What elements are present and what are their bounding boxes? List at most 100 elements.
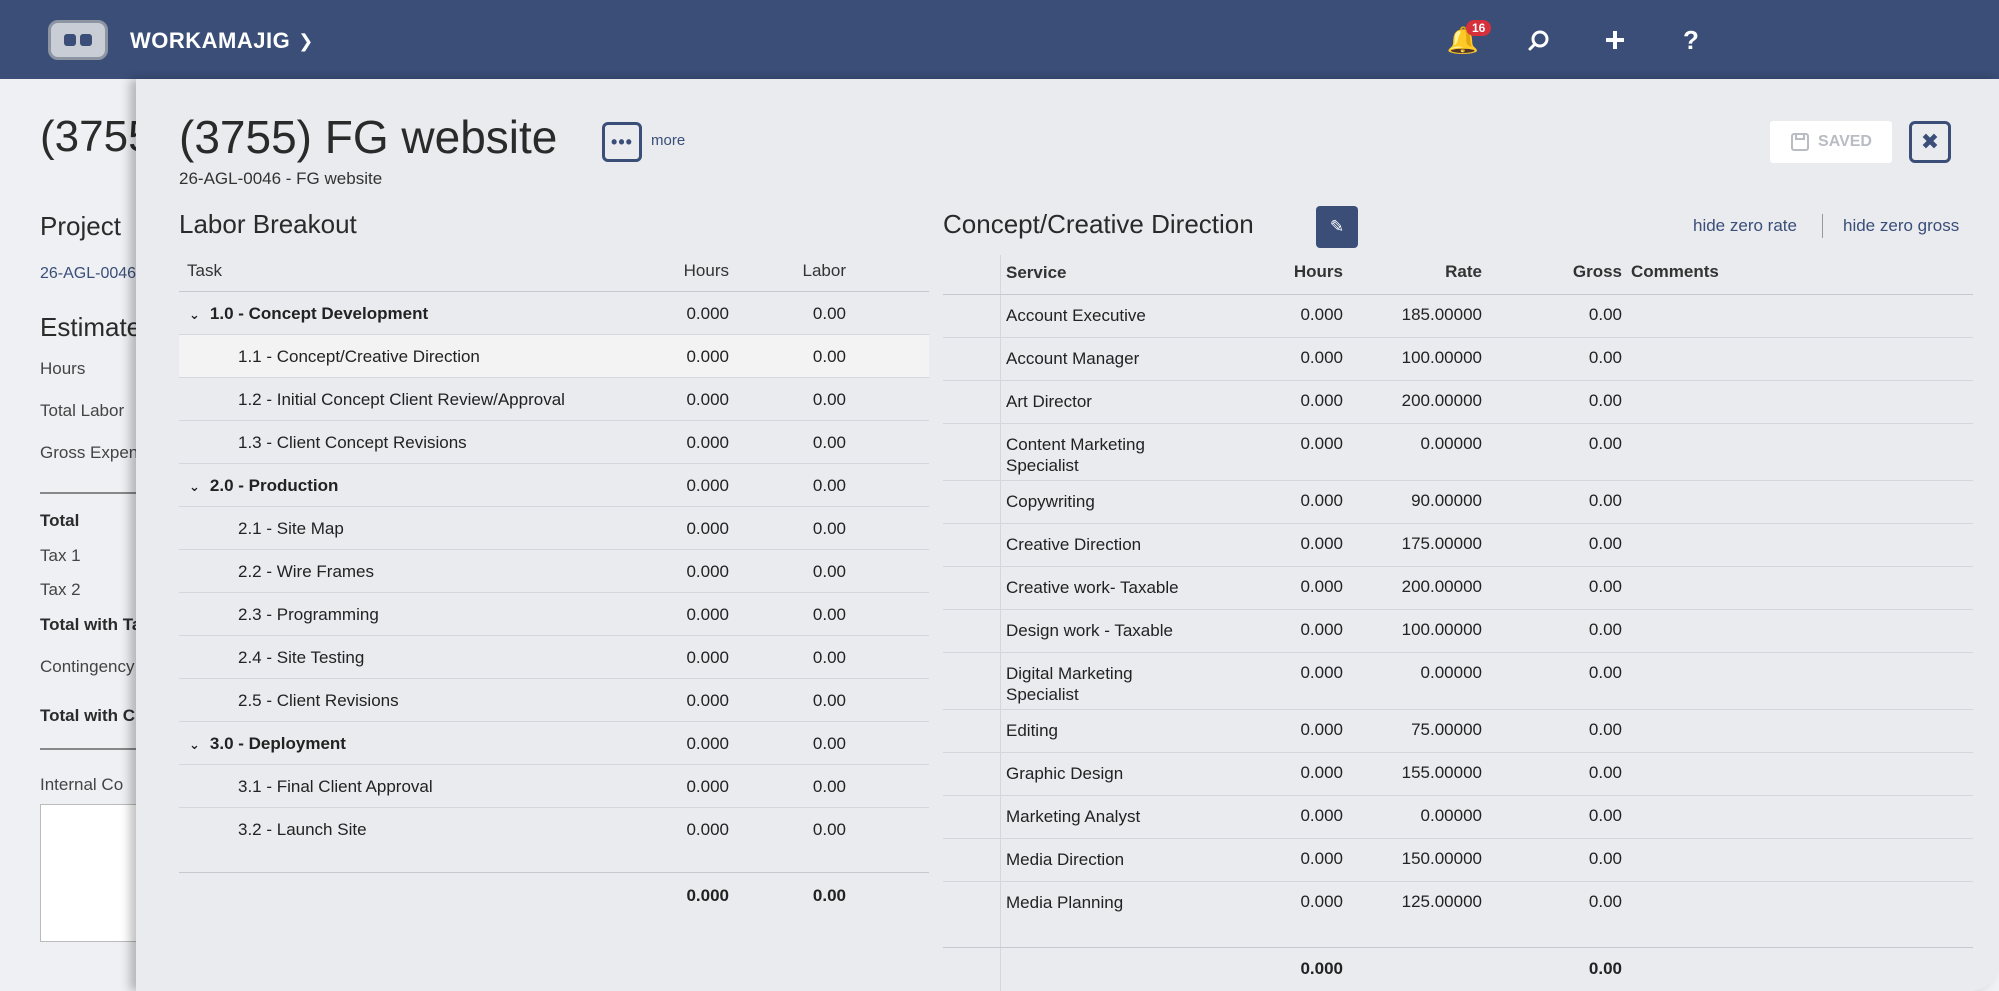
service-hours[interactable]: 0.000 [1300,806,1343,825]
service-hours[interactable]: 0.000 [1300,720,1343,739]
service-rate[interactable]: 200.00000 [1401,577,1482,596]
rate-column-header[interactable]: Rate [1445,262,1482,281]
table-row[interactable]: 1.3 - Client Concept Revisions 0.000 0.0… [179,421,929,464]
task-hours: 0.000 [686,605,729,624]
project-link[interactable]: 26-AGL-0046 [40,265,137,282]
help-icon[interactable]: ? [1683,24,1699,55]
saved-label: SAVED [1818,133,1872,150]
task-column-header[interactable]: Task [187,261,222,280]
table-row[interactable]: Creative work- Taxable 0.000 200.00000 0… [943,567,1973,610]
service-hours[interactable]: 0.000 [1300,305,1343,324]
task-name: 1.2 - Initial Concept Client Review/Appr… [238,390,565,409]
service-hours[interactable]: 0.000 [1300,577,1343,596]
plus-icon[interactable] [1599,24,1631,56]
pencil-icon: ✎ [1329,217,1345,236]
table-row[interactable]: 2.5 - Client Revisions 0.000 0.00 [179,679,929,722]
more-options-button[interactable]: ••• [602,122,642,162]
service-gross: 0.00 [1588,434,1622,453]
table-row[interactable]: 3.1 - Final Client Approval 0.000 0.00 [179,765,929,808]
service-rate[interactable]: 100.00000 [1401,620,1482,639]
service-hours[interactable]: 0.000 [1300,434,1343,453]
tax1-label: Tax 1 [40,546,81,565]
app-logo[interactable] [48,20,108,60]
table-row[interactable]: ⌄ 2.0 - Production 0.000 0.00 [179,464,929,507]
service-rate[interactable]: 185.00000 [1401,305,1482,324]
table-row[interactable]: ⌄ 3.0 - Deployment 0.000 0.00 [179,722,929,765]
gross-column-header[interactable]: Gross [1572,262,1622,281]
task-hours: 0.000 [686,820,729,839]
close-button[interactable]: ✖ [1909,121,1951,163]
hide-zero-gross-link[interactable]: hide zero gross [1843,216,1960,235]
internal-comments-textarea[interactable] [40,804,140,942]
service-hours[interactable]: 0.000 [1300,348,1343,367]
table-row[interactable]: 2.4 - Site Testing 0.000 0.00 [179,636,929,679]
labor-column-header[interactable]: Labor [802,261,846,280]
saved-button[interactable]: SAVED [1770,121,1892,163]
service-hours[interactable]: 0.000 [1300,491,1343,510]
service-rate[interactable]: 200.00000 [1401,391,1482,410]
task-hours: 0.000 [686,433,729,452]
chevron-down-icon[interactable]: ⌄ [189,307,200,322]
service-rate[interactable]: 150.00000 [1401,849,1482,868]
table-row[interactable]: Creative Direction 0.000 175.00000 0.00 [943,524,1973,567]
task-labor: 0.00 [812,691,846,710]
service-hours[interactable]: 0.000 [1300,620,1343,639]
labor-table-header: Task Hours Labor [179,255,929,292]
service-rate[interactable]: 0.00000 [1420,663,1482,682]
table-row[interactable]: ⌄ 1.0 - Concept Development 0.000 0.00 [179,292,929,335]
table-row[interactable]: 2.2 - Wire Frames 0.000 0.00 [179,550,929,593]
table-row[interactable]: Editing 0.000 75.00000 0.00 [943,710,1973,753]
service-totals-row: 0.000 0.00 [943,947,1973,991]
table-row[interactable]: Art Director 0.000 200.00000 0.00 [943,381,1973,424]
service-rate[interactable]: 90.00000 [1411,491,1482,510]
task-name: 1.3 - Client Concept Revisions [238,433,467,452]
table-row[interactable]: Account Manager 0.000 100.00000 0.00 [943,338,1973,381]
save-icon [1791,133,1810,151]
service-hours[interactable]: 0.000 [1300,849,1343,868]
table-row[interactable]: Digital Marketing Specialist 0.000 0.000… [943,653,1973,710]
service-column-header[interactable]: Service [1006,263,1067,282]
chevron-down-icon[interactable]: ⌄ [189,737,200,752]
service-rate[interactable]: 175.00000 [1401,534,1482,553]
table-row[interactable]: Design work - Taxable 0.000 100.00000 0.… [943,610,1973,653]
hide-zero-rate-link[interactable]: hide zero rate [1693,216,1797,235]
edit-button[interactable]: ✎ [1316,206,1358,248]
app-switcher[interactable]: WORKAMAJIG ❯ [130,28,314,54]
service-hours[interactable]: 0.000 [1300,534,1343,553]
table-row[interactable]: Copywriting 0.000 90.00000 0.00 [943,481,1973,524]
table-row[interactable]: 2.3 - Programming 0.000 0.00 [179,593,929,636]
table-row[interactable]: 1.1 - Concept/Creative Direction 0.000 0… [179,335,929,378]
task-hours: 0.000 [686,777,729,796]
service-rate[interactable]: 155.00000 [1401,763,1482,782]
hours-column-header[interactable]: Hours [1293,262,1343,281]
service-hours[interactable]: 0.000 [1300,763,1343,782]
table-row[interactable]: 1.2 - Initial Concept Client Review/Appr… [179,378,929,421]
service-hours[interactable]: 0.000 [1300,391,1343,410]
service-hours[interactable]: 0.000 [1300,663,1343,682]
service-rate[interactable]: 100.00000 [1401,348,1482,367]
service-hours[interactable]: 0.000 [1300,892,1343,911]
chevron-down-icon[interactable]: ⌄ [189,479,200,494]
table-row[interactable]: Content Marketing Specialist 0.000 0.000… [943,424,1973,481]
service-rate[interactable]: 125.00000 [1401,892,1482,911]
table-row[interactable]: Media Direction 0.000 150.00000 0.00 [943,839,1973,882]
comments-column-header[interactable]: Comments [1631,262,1719,281]
service-name: Art Director [1006,392,1092,411]
table-row[interactable]: Media Planning 0.000 125.00000 0.00 [943,882,1973,925]
task-hours: 0.000 [686,390,729,409]
column-divider [1000,255,1001,991]
more-link[interactable]: more [651,132,686,149]
search-icon[interactable] [1523,24,1555,56]
table-row[interactable]: Marketing Analyst 0.000 0.00000 0.00 [943,796,1973,839]
table-row[interactable]: Graphic Design 0.000 155.00000 0.00 [943,753,1973,796]
service-rate[interactable]: 75.00000 [1411,720,1482,739]
service-rate[interactable]: 0.00000 [1420,434,1482,453]
labor-totals-row: 0.000 0.00 [179,872,929,918]
service-rate[interactable]: 0.00000 [1420,806,1482,825]
table-row[interactable]: 3.2 - Launch Site 0.000 0.00 [179,808,929,851]
table-row[interactable]: 2.1 - Site Map 0.000 0.00 [179,507,929,550]
table-row[interactable]: Account Executive 0.000 185.00000 0.00 [943,295,1973,338]
service-gross: 0.00 [1588,534,1622,553]
hours-column-header[interactable]: Hours [683,261,729,280]
task-labor: 0.00 [812,777,846,796]
